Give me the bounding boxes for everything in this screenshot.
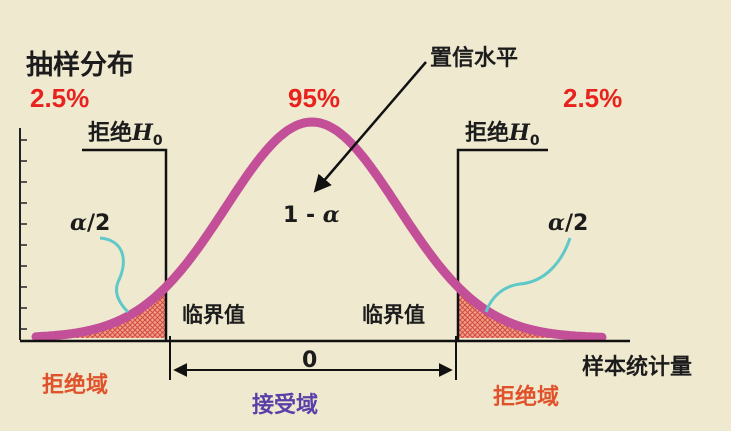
zero-label: 0 — [302, 348, 317, 373]
reject-h0-label-right: 拒绝H0 — [465, 120, 540, 149]
critical-value-label-left: 临界值 — [182, 303, 245, 327]
left-tail-region — [36, 286, 166, 338]
y-axis-ticks — [20, 139, 27, 330]
left-rejection-boundary — [82, 148, 168, 342]
right-tail-region — [458, 286, 602, 338]
x-axis-label: 样本统计量 — [582, 354, 692, 380]
diagram-title: 抽样分布 — [26, 49, 134, 81]
right-tail-percent: 2.5% — [563, 83, 622, 113]
acceptance-region-label: 接受域 — [252, 392, 318, 418]
alpha-half-callout-left — [99, 236, 130, 314]
confidence-pointer-arrow — [313, 61, 427, 193]
alpha-half-callout-right — [484, 237, 572, 313]
center-percent: 95% — [288, 83, 340, 113]
right-rejection-boundary — [456, 148, 548, 342]
reject-h0-label-left: 拒绝H0 — [88, 120, 163, 149]
left-tail-percent: 2.5% — [30, 83, 89, 113]
confidence-level-label: 置信水平 — [430, 45, 518, 71]
critical-value-label-right: 临界值 — [362, 303, 425, 327]
alpha-half-label-left: α/2 — [70, 210, 110, 236]
rejection-region-label-right: 拒绝域 — [493, 384, 559, 410]
rejection-region-label-left: 拒绝域 — [42, 372, 108, 398]
alpha-half-label-right: α/2 — [548, 210, 588, 236]
one-minus-alpha-label: 1 - α — [283, 202, 340, 228]
normal-distribution-curve — [31, 117, 607, 342]
